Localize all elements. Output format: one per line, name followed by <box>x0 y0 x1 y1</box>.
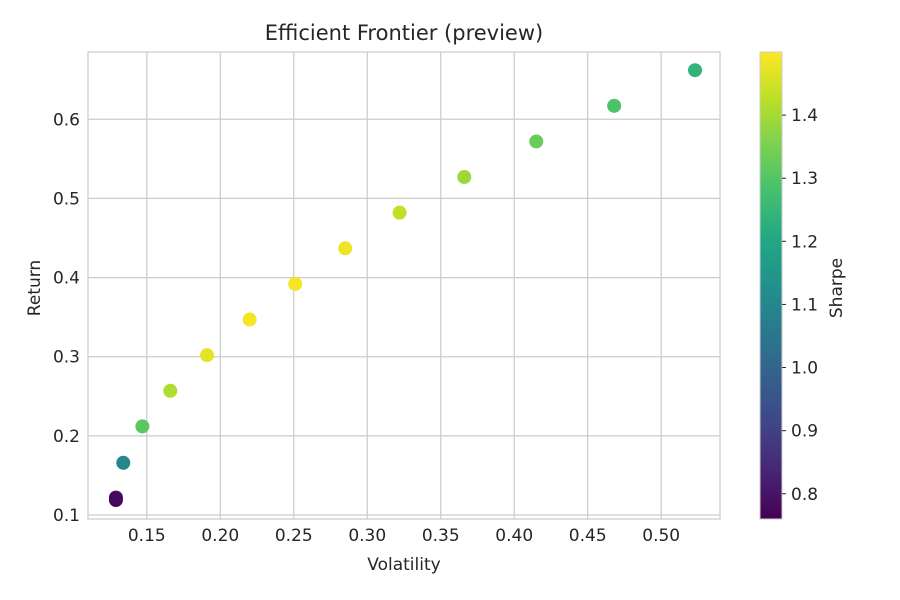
colorbar-label: Sharpe <box>827 258 847 318</box>
y-tick-label: 0.2 <box>53 427 80 447</box>
y-axis-label: Return <box>25 260 45 316</box>
scatter-point <box>163 383 178 398</box>
scatter-point <box>338 241 353 256</box>
x-tick-label: 0.50 <box>642 526 680 546</box>
colorbar-tick-label: 0.9 <box>791 422 818 442</box>
y-tick-label: 0.5 <box>53 189 80 209</box>
x-tick-label: 0.45 <box>569 526 607 546</box>
scatter-point <box>688 63 703 78</box>
scatter-points <box>108 63 703 508</box>
x-tick-label: 0.20 <box>201 526 239 546</box>
scatter-point <box>392 205 407 220</box>
x-tick-labels: 0.15 0.20 0.25 0.30 0.35 0.40 0.45 0.50 <box>128 526 680 546</box>
scatter-point <box>529 134 544 149</box>
colorbar-tick-label: 1.4 <box>791 106 818 126</box>
colorbar-tick-labels: 0.8 0.9 1.0 1.1 1.2 1.3 1.4 <box>782 106 818 505</box>
y-tick-labels: 0.1 0.2 0.3 0.4 0.5 0.6 <box>53 110 80 526</box>
scatter-point <box>457 170 472 185</box>
colorbar-tick-label: 1.0 <box>791 359 818 379</box>
x-tick-label: 0.35 <box>422 526 460 546</box>
scatter-point <box>108 490 123 505</box>
scatter-point <box>200 348 215 363</box>
scatter-point <box>135 419 150 434</box>
scatter-point <box>607 98 622 113</box>
scatter-point <box>116 455 131 470</box>
colorbar-tick-label: 0.8 <box>791 485 818 505</box>
y-tick-label: 0.4 <box>53 269 80 289</box>
scatter-point <box>242 312 257 327</box>
x-tick-label: 0.30 <box>348 526 386 546</box>
plot-frame <box>87 51 721 520</box>
x-tick-label: 0.40 <box>495 526 533 546</box>
colorbar-tick-label: 1.2 <box>791 232 818 252</box>
grid-lines <box>88 52 720 519</box>
x-tick-label: 0.15 <box>128 526 166 546</box>
chart-title: Efficient Frontier (preview) <box>265 21 543 45</box>
y-tick-label: 0.1 <box>53 506 80 526</box>
colorbar <box>759 51 783 520</box>
y-tick-label: 0.3 <box>53 348 80 368</box>
x-tick-label: 0.25 <box>275 526 313 546</box>
y-tick-label: 0.6 <box>53 110 80 130</box>
colorbar-tick-label: 1.3 <box>791 169 818 189</box>
scatter-point <box>288 276 303 291</box>
colorbar-tick-label: 1.1 <box>791 295 818 315</box>
x-axis-label: Volatility <box>367 555 440 575</box>
